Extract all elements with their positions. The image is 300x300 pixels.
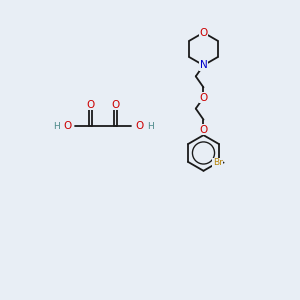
Text: O: O — [200, 92, 208, 103]
Text: O: O — [112, 100, 120, 110]
Text: N: N — [200, 60, 207, 70]
Text: O: O — [86, 100, 95, 110]
Text: O: O — [63, 121, 71, 131]
Text: H: H — [53, 122, 60, 131]
Text: O: O — [200, 125, 208, 135]
Text: H: H — [147, 122, 154, 131]
Text: O: O — [135, 121, 143, 131]
Text: O: O — [200, 28, 208, 38]
Text: Br: Br — [213, 158, 223, 167]
